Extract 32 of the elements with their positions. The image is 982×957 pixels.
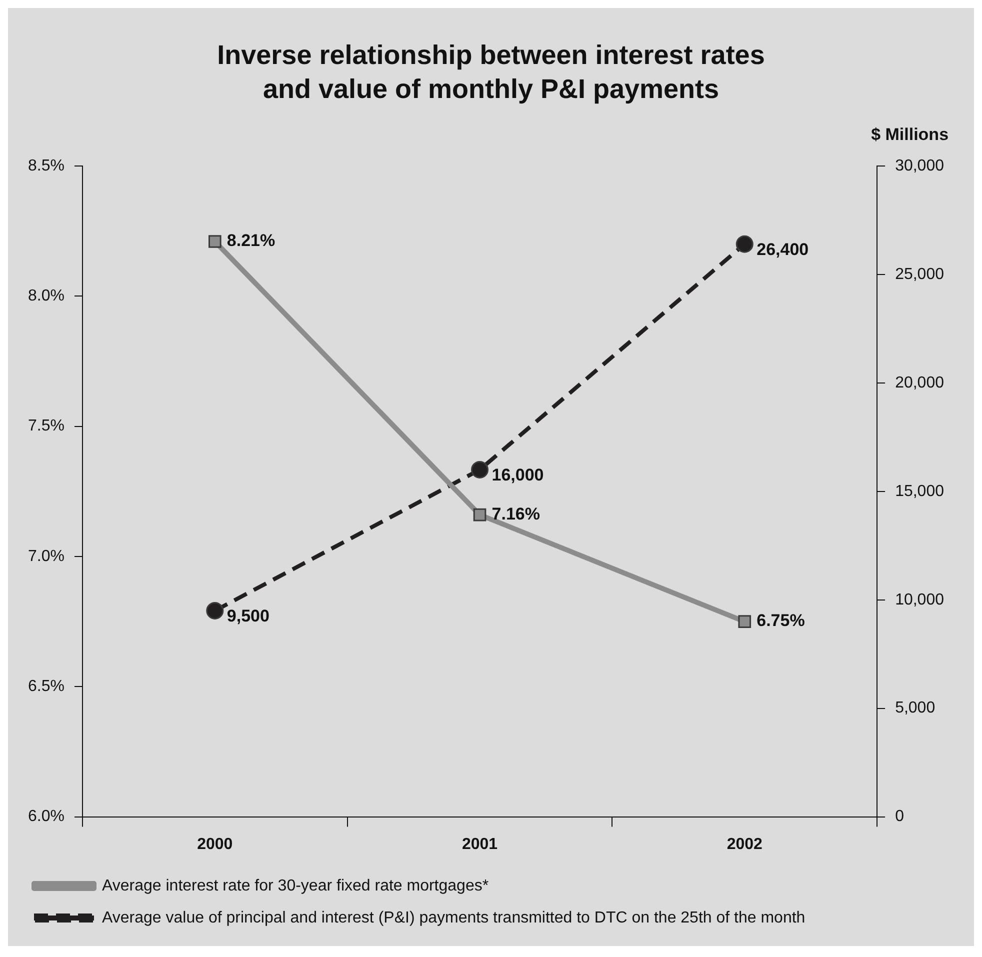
point (738, 615, 752, 628)
data-label: 9,500 (226, 606, 270, 626)
point (736, 235, 754, 253)
y2-tick-label: 0 (895, 808, 904, 826)
x-tick-label: 2002 (726, 836, 763, 853)
y-tick-label: 8.5% (28, 157, 64, 174)
chart-title: Inverse relationship between interest rates and value of monthly P&I payments (216, 39, 766, 106)
y2-tick-label: 15,000 (895, 482, 944, 500)
y2-axis-title: $ Millions (871, 125, 949, 144)
y-tick-label: 6.0% (28, 808, 64, 826)
data-label: 16,000 (492, 465, 544, 484)
y2-tick-label: 10,000 (895, 591, 944, 608)
point (471, 460, 489, 478)
legend-label: Average interest rate for 30-year fixed rate mortgages* (102, 877, 489, 894)
point (206, 602, 224, 620)
y2-tick-label: 30,000 (895, 157, 944, 174)
y-tick-label: 8.0% (28, 288, 64, 305)
data-label: 6.75% (756, 611, 805, 630)
y2-tick-label: 5,000 (895, 700, 936, 717)
y2-tick-label: 20,000 (895, 374, 944, 392)
y-tick-label: 7.0% (28, 548, 64, 565)
data-label: 8.21% (226, 231, 276, 250)
legend-label: Average value of principal and interest (P&I) payments transmitted to DTC on the 25th of the month (102, 909, 806, 926)
y-tick-label: 6.5% (28, 678, 64, 696)
x-tick-label: 2000 (197, 836, 233, 853)
point (473, 508, 486, 522)
data-label: 7.16% (492, 504, 540, 524)
y-tick-label: 7.5% (28, 418, 64, 435)
point (208, 235, 222, 248)
data-label: 26,400 (756, 240, 809, 259)
x-tick-label: 2001 (462, 836, 498, 853)
y2-tick-label: 25,000 (895, 266, 944, 283)
